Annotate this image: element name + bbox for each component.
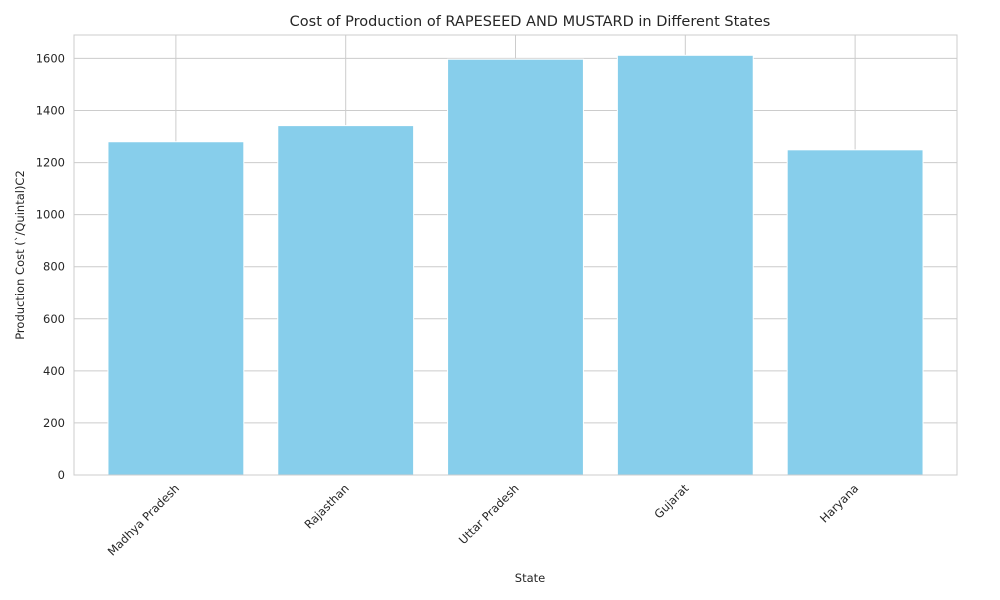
y-tick-label: 1000 bbox=[36, 208, 65, 222]
y-tick-label: 0 bbox=[58, 468, 65, 482]
y-tick-label: 1400 bbox=[36, 104, 65, 118]
chart-title: Cost of Production of RAPESEED AND MUSTA… bbox=[290, 14, 771, 30]
x-tick-label: Madhya Pradesh bbox=[105, 481, 182, 558]
plot-frame bbox=[73, 34, 958, 476]
x-tick-label: Haryana bbox=[817, 481, 861, 525]
bar bbox=[786, 149, 924, 476]
bar bbox=[107, 141, 245, 476]
bar bbox=[447, 58, 584, 476]
bar-layer bbox=[107, 54, 924, 476]
y-axis-label: Production Cost (`/Quintal)C2 bbox=[13, 170, 27, 340]
y-tick-label: 600 bbox=[43, 312, 65, 326]
y-tick-label: 1200 bbox=[36, 156, 65, 170]
y-tick-label: 800 bbox=[43, 260, 65, 274]
x-tick-label: Rajasthan bbox=[301, 481, 351, 531]
bar bbox=[277, 125, 415, 476]
y-tick-label: 200 bbox=[43, 416, 65, 430]
x-tick-label: Gujarat bbox=[651, 481, 691, 521]
bar bbox=[616, 54, 754, 476]
y-tick-label: 400 bbox=[43, 364, 65, 378]
y-tick-label: 1600 bbox=[36, 51, 65, 65]
x-tick-label: Uttar Pradesh bbox=[456, 481, 522, 547]
x-axis-label: State bbox=[515, 571, 545, 585]
